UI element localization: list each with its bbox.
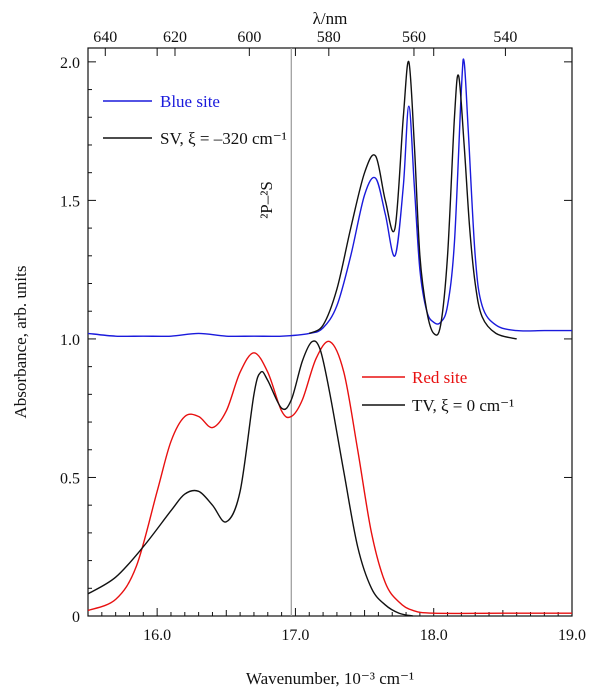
y-tick-label: 2.0 [60, 55, 80, 72]
series-sv [308, 60, 517, 340]
series-blue-site [87, 58, 572, 338]
x-tick-label: 19.0 [558, 627, 586, 644]
plot-frame [87, 47, 573, 617]
top-tick-label: 620 [163, 29, 187, 46]
vline-label: ²P–²S [257, 181, 276, 219]
legend-label-blue-site: Blue site [160, 92, 220, 111]
x-axis-title: Wavenumber, 10⁻³ cm⁻¹ [246, 669, 414, 688]
x-tick-label: 17.0 [281, 627, 309, 644]
y-tick-label: 1.0 [60, 332, 80, 349]
series-tv [87, 340, 414, 617]
y-tick-label: 0.5 [60, 470, 80, 487]
top-axis-title: λ/nm [313, 9, 348, 28]
x-tick-label: 18.0 [420, 627, 448, 644]
series-layer [87, 58, 572, 617]
top-tick-label: 640 [93, 29, 117, 46]
x-tick-label: 16.0 [143, 627, 171, 644]
y-tick-label: 1.5 [60, 193, 80, 210]
top-tick-label: 580 [317, 29, 341, 46]
legend-label-tv: TV, ξ = 0 cm⁻¹ [412, 396, 514, 415]
legend-label-red-site: Red site [412, 368, 467, 387]
tick-group: 16.0 17.0 18.0 19.0 0 0.5 1.0 1.5 2.0 640 620 600 58… [60, 29, 586, 644]
y-tick-label: 0 [72, 609, 80, 626]
top-tick-label: 560 [402, 29, 426, 46]
top-tick-label: 540 [493, 29, 517, 46]
y-axis-title: Absorbance, arb. units [11, 266, 30, 419]
top-tick-label: 600 [237, 29, 261, 46]
legend-label-sv: SV, ξ = –320 cm⁻¹ [160, 129, 287, 148]
series-red-site [87, 340, 572, 615]
